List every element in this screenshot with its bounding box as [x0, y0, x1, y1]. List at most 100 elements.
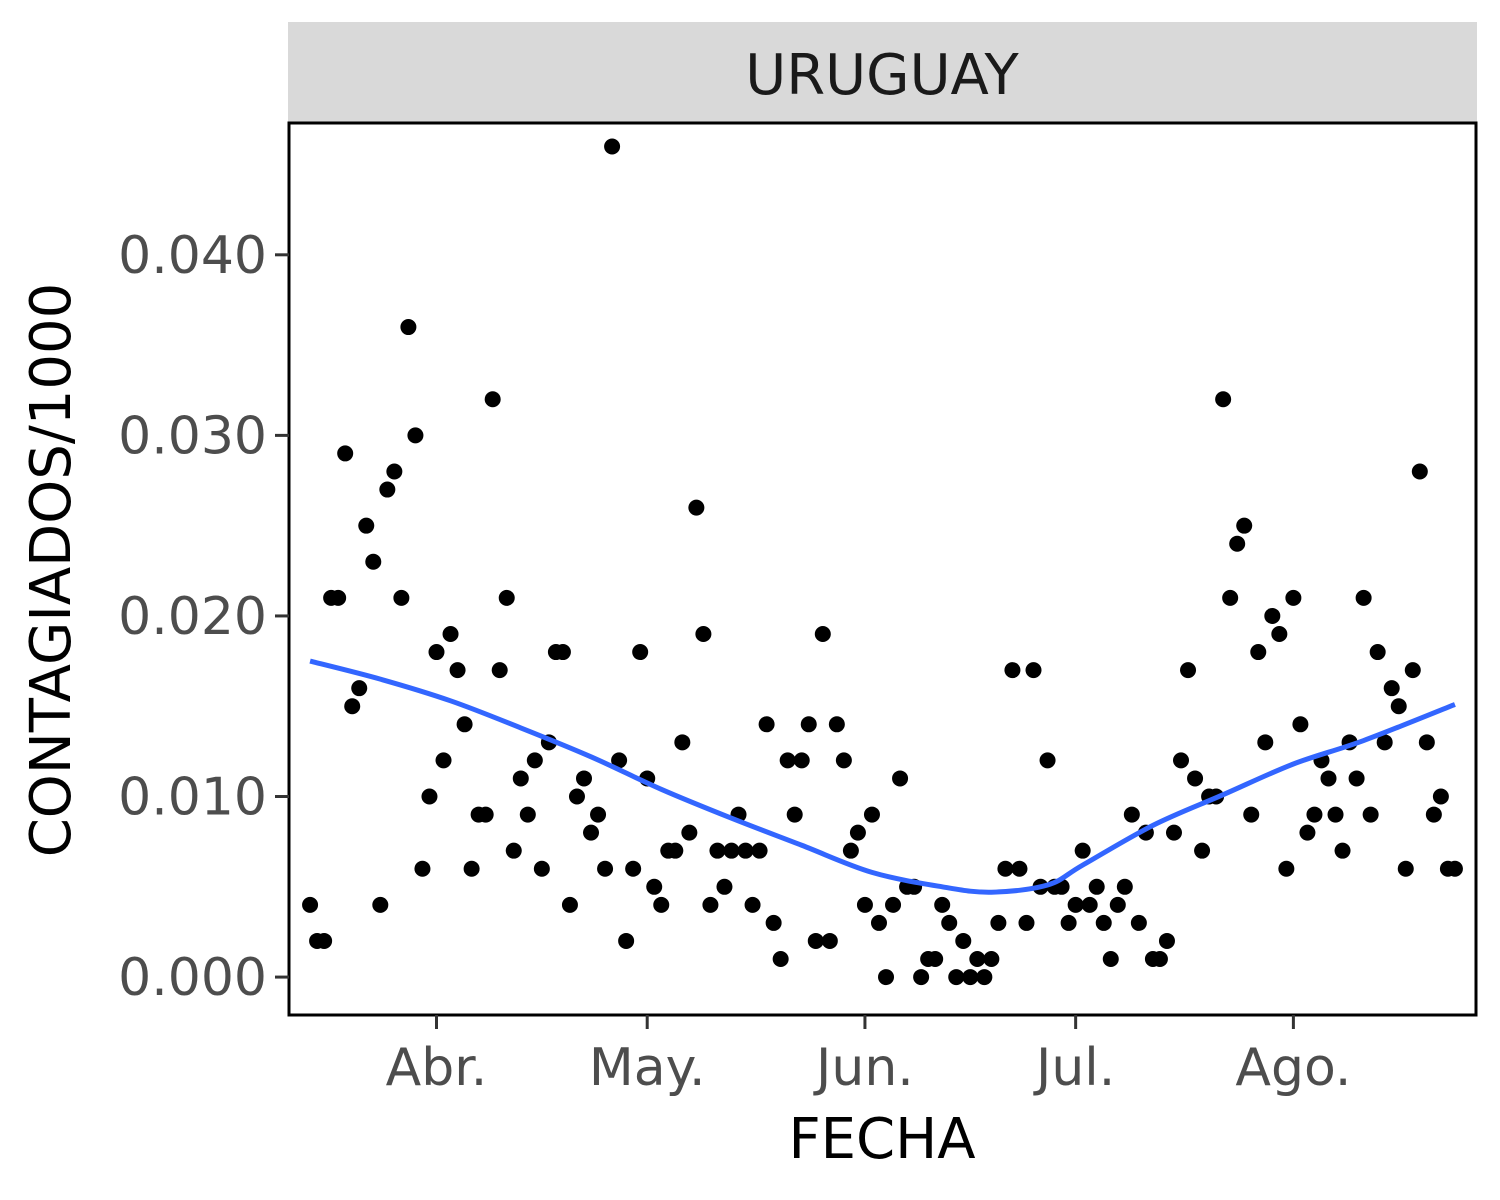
data-point: [365, 553, 382, 570]
data-point: [1088, 878, 1105, 895]
data-point: [765, 914, 782, 931]
data-point: [1271, 626, 1288, 643]
data-point: [941, 914, 958, 931]
data-point: [1109, 896, 1126, 913]
data-point: [744, 896, 761, 913]
data-point: [1376, 734, 1393, 751]
data-point: [948, 969, 965, 986]
data-point: [969, 951, 986, 968]
data-point: [1229, 535, 1246, 552]
data-point: [463, 860, 480, 877]
y-axis-title: CONTAGIADOS/1000: [19, 283, 84, 858]
data-point: [653, 896, 670, 913]
data-point: [1173, 752, 1190, 769]
data-point: [1292, 716, 1309, 733]
data-point: [1285, 589, 1302, 606]
data-point: [519, 806, 536, 823]
data-point: [477, 806, 494, 823]
x-axis: Abr. May. Jun. Jul. Ago.: [386, 1015, 1351, 1098]
y-tick-label: 0.010: [118, 768, 267, 828]
data-point: [533, 860, 550, 877]
data-point: [442, 626, 459, 643]
data-point: [561, 896, 578, 913]
data-point: [554, 644, 571, 661]
data-point: [997, 860, 1014, 877]
data-point: [793, 752, 810, 769]
data-point: [484, 391, 501, 408]
data-point: [1432, 788, 1449, 805]
data-point: [646, 878, 663, 895]
data-point: [758, 716, 775, 733]
data-point: [1390, 698, 1407, 715]
data-point: [1243, 806, 1260, 823]
data-point: [407, 427, 424, 444]
data-point: [990, 914, 1007, 931]
data-point: [590, 806, 607, 823]
data-point: [358, 517, 375, 534]
x-tick-label: Jul.: [1033, 1038, 1115, 1098]
data-point: [512, 770, 529, 787]
data-point: [688, 499, 705, 516]
data-point: [983, 951, 1000, 968]
data-point: [779, 752, 796, 769]
data-point: [892, 770, 909, 787]
data-point: [1278, 860, 1295, 877]
data-point: [435, 752, 452, 769]
data-point: [1222, 589, 1239, 606]
data-point: [1327, 806, 1344, 823]
data-point: [1180, 662, 1197, 679]
data-point: [1397, 860, 1414, 877]
data-point: [611, 752, 628, 769]
data-point: [456, 716, 473, 733]
data-point: [1123, 806, 1140, 823]
data-point: [667, 842, 684, 859]
data-point: [1074, 842, 1091, 859]
data-point: [505, 842, 522, 859]
data-point: [772, 951, 789, 968]
facet-strip: [288, 22, 1477, 122]
data-point: [583, 824, 600, 841]
data-point: [1081, 896, 1098, 913]
data-point: [393, 589, 410, 606]
data-point: [1404, 662, 1421, 679]
plot-panel: [287, 121, 1478, 1017]
data-point: [400, 319, 417, 336]
data-point: [414, 860, 431, 877]
data-point: [1060, 914, 1077, 931]
data-point: [1299, 824, 1316, 841]
data-point: [337, 445, 354, 462]
facet-label: URUGUAY: [745, 43, 1019, 108]
scatter-points: [302, 138, 1463, 986]
data-point: [351, 680, 368, 697]
data-point: [302, 896, 319, 913]
data-point: [835, 752, 852, 769]
data-point: [1383, 680, 1400, 697]
data-point: [737, 842, 754, 859]
data-point: [421, 788, 438, 805]
data-point: [618, 932, 635, 949]
data-point: [800, 716, 817, 733]
data-point: [1355, 589, 1372, 606]
data-point: [751, 842, 768, 859]
data-point: [885, 896, 902, 913]
data-point: [1362, 806, 1379, 823]
data-point: [1334, 842, 1351, 859]
data-point: [330, 589, 347, 606]
data-point: [695, 626, 712, 643]
data-point: [1320, 770, 1337, 787]
data-point: [962, 969, 979, 986]
data-point: [344, 698, 361, 715]
data-point: [1102, 951, 1119, 968]
data-point: [927, 951, 944, 968]
data-point: [1250, 644, 1267, 661]
data-point: [372, 896, 389, 913]
x-tick-label: Ago.: [1235, 1038, 1351, 1098]
data-point: [1025, 662, 1042, 679]
data-point: [1187, 770, 1204, 787]
data-point: [828, 716, 845, 733]
data-point: [625, 860, 642, 877]
data-point: [1236, 517, 1253, 534]
data-point: [955, 932, 972, 949]
y-tick-label: 0.040: [118, 226, 267, 286]
data-point: [449, 662, 466, 679]
